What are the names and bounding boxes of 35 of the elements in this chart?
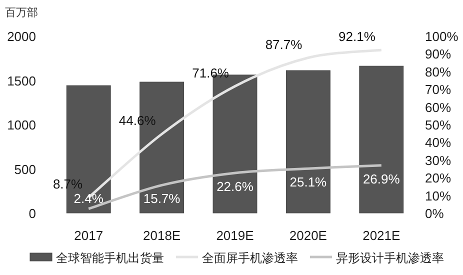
bar: [359, 66, 404, 214]
bar: [286, 70, 330, 214]
y2-tick-label: 80%: [425, 64, 452, 80]
y-tick-label: 500: [14, 162, 36, 177]
y-axis-title: 百万部: [5, 6, 38, 19]
y2-tick-label: 10%: [425, 188, 452, 204]
y2-tick-label: 0%: [425, 206, 444, 221]
data-label: 15.7%: [143, 191, 181, 206]
y-tick-label: 1000: [7, 118, 36, 132]
x-tick-label: 2017: [74, 228, 104, 243]
data-label: 2.4%: [74, 190, 104, 206]
data-label: 71.6%: [192, 65, 230, 80]
legend-label: 全球智能手机出货量: [56, 251, 164, 265]
y-tick-label: 0: [28, 206, 36, 221]
y-tick-label: 1500: [7, 73, 36, 88]
y2-tick-label: 30%: [425, 152, 452, 168]
data-label: 26.9%: [362, 171, 400, 186]
data-label: 87.7%: [265, 36, 303, 52]
y2-tick-label: 70%: [425, 82, 452, 98]
x-tick-label: 2020E: [289, 228, 328, 243]
legend-label: 全面屏手机渗透率: [202, 251, 298, 265]
y-tick-label: 2000: [7, 29, 36, 44]
x-tick-label: 2019E: [216, 228, 254, 243]
y2-tick-label: 100%: [425, 29, 459, 44]
y2-tick-label: 60%: [425, 100, 452, 115]
data-label: 25.1%: [290, 174, 328, 190]
y2-tick-label: 50%: [425, 118, 452, 132]
data-label: 22.6%: [216, 179, 254, 194]
x-tick-label: 2021E: [362, 228, 401, 243]
y2-tick-label: 90%: [425, 46, 452, 62]
y2-tick-label: 40%: [425, 135, 452, 150]
data-label: 92.1%: [338, 28, 376, 44]
x-tick-label: 2018E: [143, 228, 181, 243]
legend-label: 异形设计手机渗透率: [336, 251, 444, 265]
y2-tick-label: 20%: [425, 170, 452, 186]
